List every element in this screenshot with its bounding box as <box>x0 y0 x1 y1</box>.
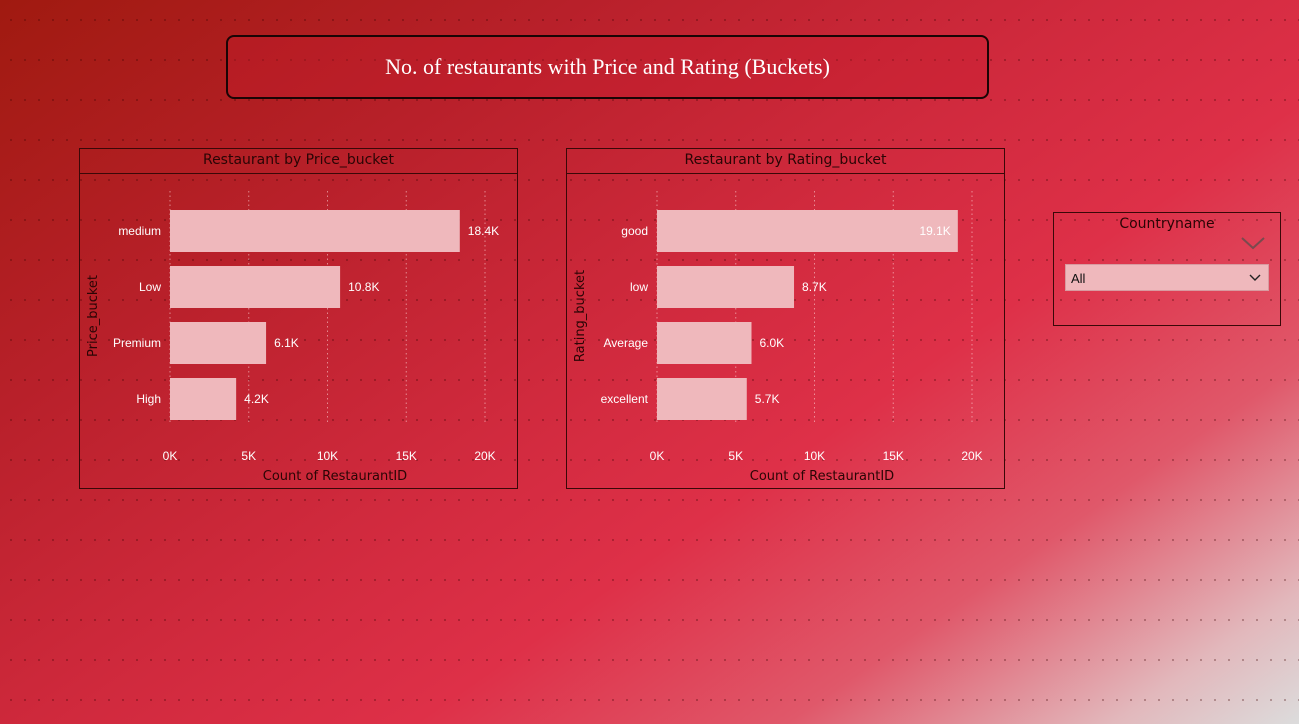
data-label: 6.1K <box>274 336 299 350</box>
price-bucket-plot: 0K 5K 10K 15K 20K medium 18.4K Low 10.8K Premium 6… <box>86 191 499 484</box>
y-category-label: High <box>136 392 161 406</box>
bar <box>657 210 958 252</box>
chevron-down-icon[interactable] <box>1240 235 1266 251</box>
data-label: 8.7K <box>802 280 827 294</box>
x-tick-label: 0K <box>650 449 665 463</box>
x-axis-title: Count of RestaurantID <box>263 469 407 484</box>
y-category-label: Low <box>139 280 161 294</box>
data-label: 18.4K <box>468 224 499 238</box>
page-title: No. of restaurants with Price and Rating… <box>385 54 830 79</box>
y-category-label: low <box>630 280 648 294</box>
x-tick-label: 0K <box>163 449 178 463</box>
bar <box>657 266 795 308</box>
rating-bucket-plot: 0K 5K 10K 15K 20K good 19.1K low 8.7K Average 6.0K… <box>573 191 983 484</box>
y-category-label: excellent <box>601 392 649 406</box>
data-label: 10.8K <box>348 280 379 294</box>
page-title-box: No. of restaurants with Price and Rating… <box>226 35 989 99</box>
rating-bucket-chart[interactable]: Restaurant by Rating_bucket 0K 5K 10K 15K 20… <box>566 148 1005 489</box>
x-tick-label: 20K <box>961 449 982 463</box>
slicer-title: Countryname <box>1119 216 1215 232</box>
x-tick-label: 5K <box>728 449 743 463</box>
x-tick-label: 20K <box>474 449 495 463</box>
y-category-label: Premium <box>113 336 161 350</box>
bar <box>170 378 237 420</box>
data-label: 5.7K <box>755 392 780 406</box>
x-tick-label: 10K <box>317 449 338 463</box>
y-axis-title: Price_bucket <box>86 275 101 357</box>
x-tick-label: 10K <box>804 449 825 463</box>
y-category-label: good <box>621 224 648 238</box>
dropdown-arrow-icon <box>1249 274 1261 281</box>
bar <box>170 322 267 364</box>
chart-title: Restaurant by Price_bucket <box>80 149 517 174</box>
y-category-label: medium <box>118 224 161 238</box>
y-axis-title: Rating_bucket <box>573 270 588 362</box>
chart-title: Restaurant by Rating_bucket <box>567 149 1004 174</box>
data-label: 19.1K <box>919 224 950 238</box>
price-bucket-chart[interactable]: Restaurant by Price_bucket 0K 5K 10K 15K 20K… <box>79 148 518 489</box>
bar <box>170 210 460 252</box>
countryname-dropdown[interactable]: All <box>1065 264 1269 291</box>
x-axis-title: Count of RestaurantID <box>750 469 894 484</box>
data-label: 4.2K <box>244 392 269 406</box>
bar <box>657 378 747 420</box>
bar <box>657 322 752 364</box>
countryname-slicer[interactable]: Countryname All <box>1053 212 1281 326</box>
bar <box>170 266 341 308</box>
dropdown-selected-value: All <box>1071 271 1086 286</box>
x-tick-label: 15K <box>396 449 417 463</box>
x-tick-label: 5K <box>241 449 256 463</box>
data-label: 6.0K <box>760 336 785 350</box>
y-category-label: Average <box>604 336 649 350</box>
x-tick-label: 15K <box>883 449 904 463</box>
